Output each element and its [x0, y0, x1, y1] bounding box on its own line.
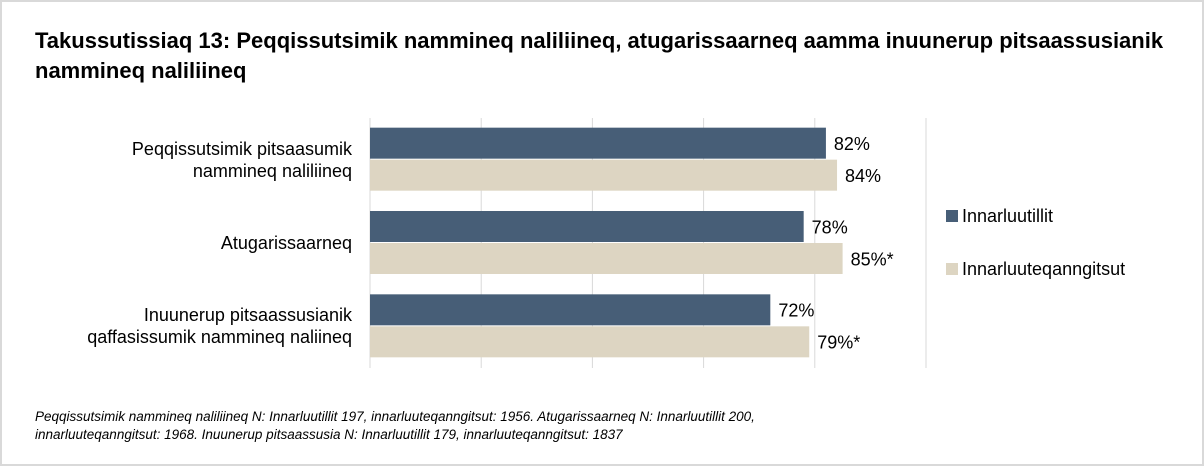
y-tick-label: Atugarissaarneq	[220, 233, 352, 253]
bar	[370, 294, 771, 326]
y-tick-label: Peqqissutsimik pitsaasumik nammineq nali…	[131, 138, 352, 181]
data-label: 85%*	[851, 249, 894, 269]
footnote: innarluuteqanngitsut: 1968. Inuunerup pi…	[35, 427, 623, 442]
legend-swatch	[946, 210, 958, 222]
data-label: 79%*	[817, 333, 860, 353]
bar	[370, 127, 826, 159]
data-label: 82%	[834, 134, 870, 154]
bar	[370, 326, 810, 358]
y-tick-label: Inuunerup pitsaassusianik qaffasissumik …	[87, 305, 352, 348]
legend-swatch	[946, 263, 958, 275]
legend-label: Innarluuteqanngitsut	[962, 259, 1125, 279]
data-label: 78%	[812, 217, 848, 237]
chart-title: Takussutissiaq 13: Peqqissutsimik nammin…	[35, 28, 1164, 83]
legend-label: Innarluutillit	[962, 206, 1053, 226]
bar	[370, 159, 838, 191]
footnote: Peqqissutsimik nammineq naliliineq N: In…	[35, 409, 755, 424]
bar	[370, 211, 804, 242]
data-label: 72%	[778, 301, 814, 321]
bar	[370, 243, 843, 274]
data-label: 84%	[845, 166, 881, 186]
